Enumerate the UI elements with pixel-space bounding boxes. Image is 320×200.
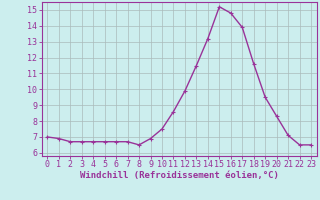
X-axis label: Windchill (Refroidissement éolien,°C): Windchill (Refroidissement éolien,°C) bbox=[80, 171, 279, 180]
